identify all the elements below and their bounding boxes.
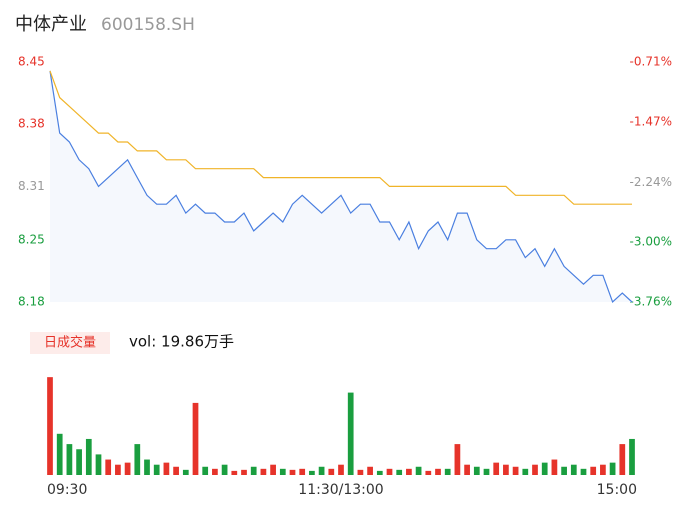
volume-bar [105, 459, 112, 475]
volume-bar [66, 444, 73, 475]
stock-name: 中体产业 [15, 14, 87, 35]
volume-bar [260, 468, 267, 475]
volume-bar [580, 468, 587, 475]
volume-bar [444, 468, 451, 475]
volume-bar [163, 462, 170, 475]
volume-bar [56, 433, 63, 475]
stock-code: 600158.SH [101, 15, 195, 35]
volume-bar [279, 468, 286, 475]
volume-bar [590, 466, 597, 475]
volume-summary: vol: 19.86万手 [129, 333, 234, 351]
volume-bar [551, 459, 558, 475]
x-tick-label: 09:30 [47, 482, 87, 498]
volume-bar [541, 462, 548, 475]
y2-tick-label: -3.76% [630, 295, 672, 309]
x-tick-label: 15:00 [597, 482, 637, 498]
volume-bar [376, 470, 383, 475]
volume-bar [318, 466, 325, 475]
volume-bar [202, 466, 209, 475]
volume-bar [173, 466, 179, 475]
volume-bar [47, 377, 53, 475]
y-tick-label: 8.25 [18, 232, 45, 246]
y-tick-label: 8.31 [18, 179, 45, 193]
volume-bar [367, 466, 373, 475]
y-tick-label: 8.45 [18, 55, 45, 69]
volume-bar [221, 464, 228, 475]
volume-bar [328, 468, 335, 475]
volume-bar [522, 468, 529, 475]
y-tick-label: 8.38 [18, 117, 45, 131]
volume-bar [250, 466, 257, 475]
volume-bar [483, 468, 490, 475]
x-tick-label: 11:30/13:00 [298, 482, 383, 498]
volume-bar [454, 444, 461, 475]
volume-bar [503, 464, 509, 475]
y2-tick-label: -1.47% [630, 114, 672, 128]
volume-bar [241, 469, 247, 475]
price-line [49, 70, 633, 304]
volume-bar [415, 466, 422, 475]
volume-bar [192, 402, 199, 475]
volume-bar [386, 468, 393, 475]
volume-bar [396, 469, 403, 475]
volume-bar [134, 444, 141, 475]
volume-bar [124, 462, 131, 475]
volume-bar [435, 468, 441, 475]
volume-bar [309, 470, 315, 475]
y2-tick-label: -3.00% [630, 235, 672, 249]
average-line [49, 70, 632, 205]
volume-bar [425, 470, 432, 475]
volume-bar [182, 469, 189, 475]
volume-bar [406, 468, 412, 475]
volume-bar [357, 469, 364, 475]
volume-bar [299, 468, 306, 475]
y2-tick-label: -2.24% [630, 175, 672, 189]
volume-bar [561, 466, 567, 475]
volume-bar [532, 464, 538, 475]
volume-bar [289, 469, 296, 475]
volume-bar [212, 468, 218, 475]
volume-bar [609, 462, 616, 475]
volume-bar [144, 459, 150, 475]
volume-bar [76, 449, 82, 475]
volume-bar [338, 464, 344, 475]
volume-bar [153, 464, 160, 475]
volume-bar [512, 466, 519, 475]
volume-bar [473, 466, 480, 475]
volume-label: 日成交量 [44, 335, 96, 351]
volume-bar [570, 464, 577, 475]
volume-bar [629, 438, 635, 475]
volume-bar [347, 392, 354, 475]
price-area [50, 70, 632, 303]
y2-tick-label: -0.71% [630, 55, 672, 69]
volume-label-bg [30, 332, 110, 354]
volume-bar [85, 438, 92, 475]
volume-bar [493, 462, 500, 475]
volume-bar [619, 444, 626, 475]
y-tick-label: 8.18 [18, 295, 45, 309]
volume-bar [95, 454, 102, 475]
volume-bar [600, 464, 606, 475]
volume-bar [115, 464, 121, 475]
volume-bar [464, 464, 470, 475]
volume-bar [270, 464, 276, 475]
volume-bar [231, 470, 238, 475]
